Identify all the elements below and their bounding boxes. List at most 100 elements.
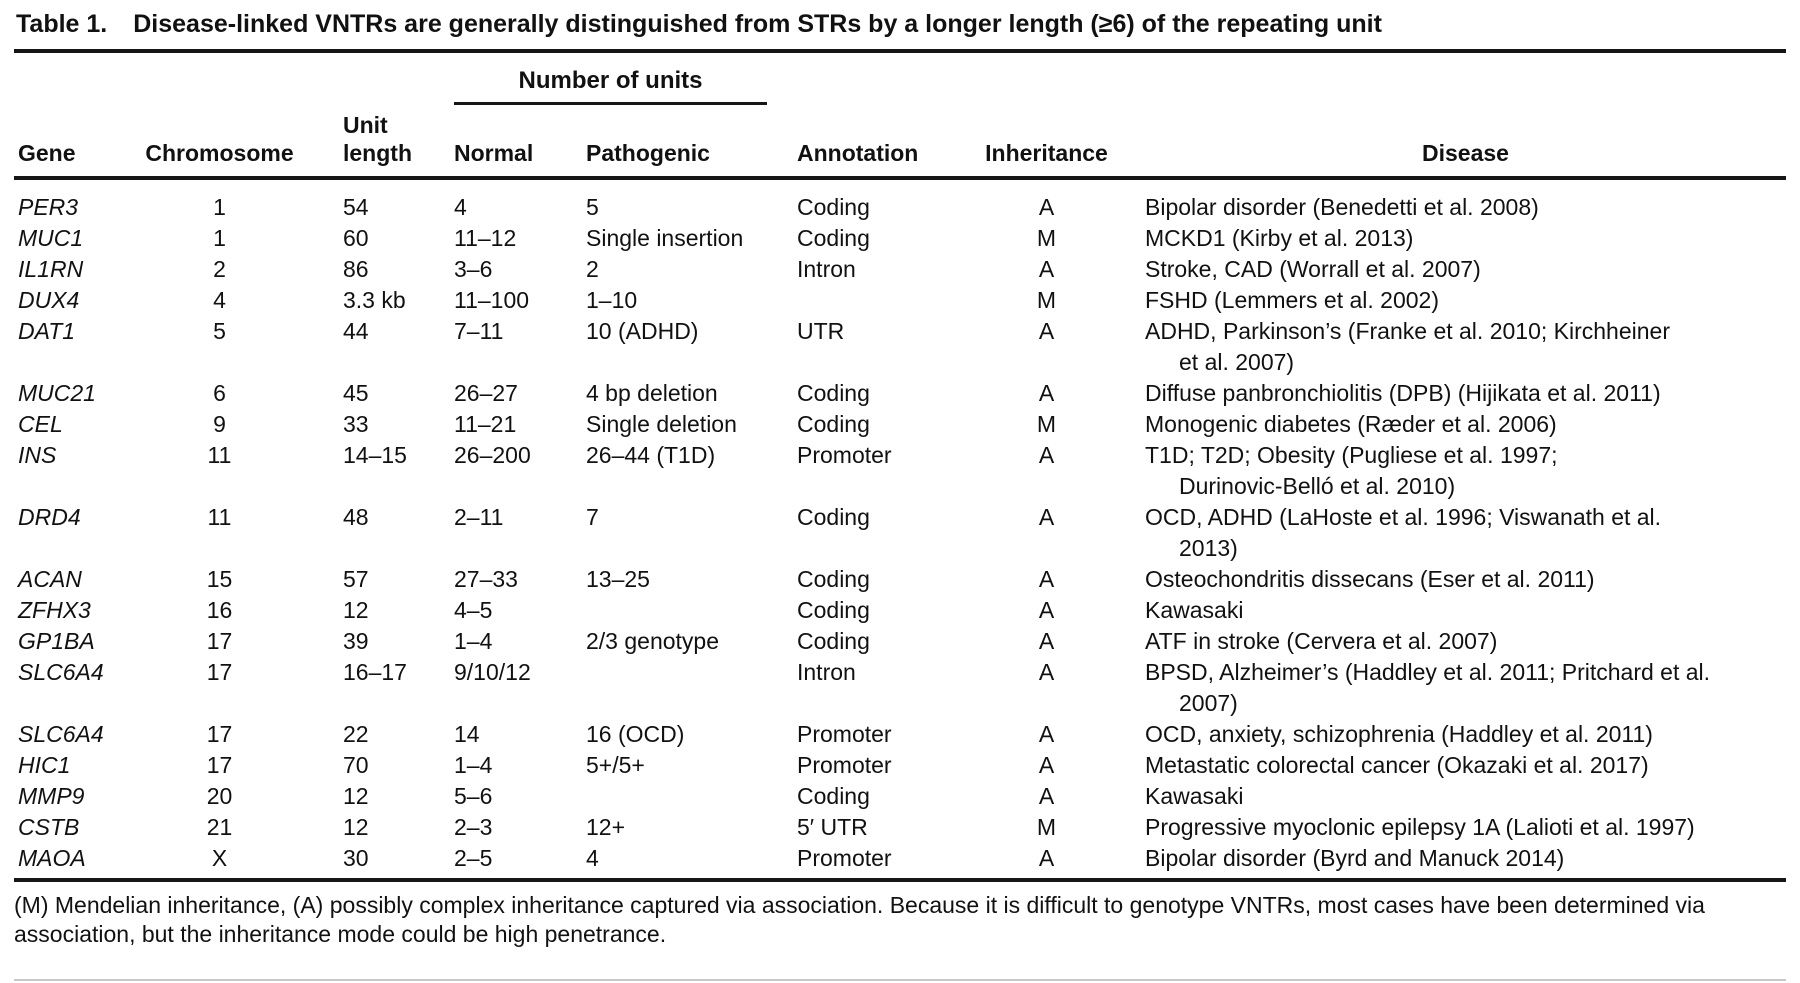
table-row: INS 11 14–15 26–200 26–44 (T1D) Promoter A T1D;… bbox=[14, 440, 1786, 502]
cell-gene: PER3 bbox=[18, 194, 79, 220]
cell-chromosome: 1 bbox=[213, 194, 226, 220]
col-header-annotation: Annotation bbox=[779, 105, 974, 180]
cell-gene: MMP9 bbox=[18, 783, 85, 809]
cell-annotation bbox=[779, 285, 974, 316]
disease-line: Kawasaki bbox=[1145, 597, 1244, 623]
table-row: GP1BA 17 39 1–4 2/3 genotype Coding A ATF in st… bbox=[14, 626, 1786, 657]
cell-normal: 3–6 bbox=[454, 256, 493, 282]
cell-inheritance: M bbox=[1036, 225, 1057, 251]
column-header-row: Gene Chromosome Unit length Normal Patho… bbox=[14, 105, 1786, 180]
disease-line: Diffuse panbronchiolitis (DPB) (Hijikata… bbox=[1145, 380, 1661, 406]
cell-disease: Bipolar disorder (Benedetti et al. 2008) bbox=[1119, 178, 1786, 223]
cell-inheritance: A bbox=[1038, 442, 1055, 468]
disease-line: T1D; T2D; Obesity (Pugliese et al. 1997; bbox=[1145, 442, 1558, 468]
cell-unit-length: 57 bbox=[343, 566, 369, 592]
cell-annotation: Coding bbox=[797, 566, 870, 592]
table-row: DUX4 4 3.3 kb 11–100 1–10 M FSHD (Lemmers et a… bbox=[14, 285, 1786, 316]
disease-line: Monogenic diabetes (Ræder et al. 2006) bbox=[1145, 411, 1557, 437]
disease-line: Osteochondritis dissecans (Eser et al. 2… bbox=[1145, 566, 1595, 592]
cell-inheritance: A bbox=[1038, 504, 1055, 530]
cell-normal: 1–4 bbox=[454, 628, 493, 654]
cell-pathogenic: 13–25 bbox=[586, 566, 650, 592]
cell-unit-length: 48 bbox=[343, 504, 369, 530]
col-header-disease: Disease bbox=[1119, 105, 1786, 180]
cell-unit-length: 39 bbox=[343, 628, 369, 654]
cell-inheritance: A bbox=[1038, 659, 1055, 685]
cell-chromosome: 9 bbox=[213, 411, 226, 437]
table-row: MMP9 20 12 5–6 Coding A Kawasaki bbox=[14, 781, 1786, 812]
disease-line: Progressive myoclonic epilepsy 1A (Lalio… bbox=[1145, 814, 1695, 840]
cell-gene: DUX4 bbox=[18, 287, 80, 313]
bottom-rule bbox=[14, 878, 1786, 882]
cell-chromosome: 2 bbox=[213, 256, 226, 282]
cell-pathogenic: Single deletion bbox=[586, 411, 737, 437]
cell-annotation: Intron bbox=[797, 659, 856, 685]
cell-annotation: Intron bbox=[797, 256, 856, 282]
cell-disease: Diffuse panbronchiolitis (DPB) (Hijikata… bbox=[1119, 378, 1786, 409]
cell-chromosome: 20 bbox=[206, 783, 233, 809]
disease-line: Bipolar disorder (Byrd and Manuck 2014) bbox=[1145, 845, 1565, 871]
cell-inheritance: M bbox=[1036, 287, 1057, 313]
cell-disease: Progressive myoclonic epilepsy 1A (Lalio… bbox=[1119, 812, 1786, 843]
cell-gene: SLC6A4 bbox=[18, 721, 104, 747]
cell-disease: MCKD1 (Kirby et al. 2013) bbox=[1119, 223, 1786, 254]
cell-unit-length: 44 bbox=[343, 318, 369, 344]
cell-chromosome: 17 bbox=[206, 752, 233, 778]
table-row: DAT1 5 44 7–11 10 (ADHD) UTR A ADHD, Parkinson’… bbox=[14, 316, 1786, 378]
spanner-heading: Number of units bbox=[454, 67, 767, 105]
cell-gene: ZFHX3 bbox=[18, 597, 91, 623]
table-row: ZFHX3 16 12 4–5 Coding A Kawasaki bbox=[14, 595, 1786, 626]
cell-chromosome: 11 bbox=[207, 504, 232, 530]
cell-unit-length: 60 bbox=[343, 225, 369, 251]
cell-chromosome: 15 bbox=[206, 566, 233, 592]
cell-disease: OCD, anxiety, schizophrenia (Haddley et … bbox=[1119, 719, 1786, 750]
disease-line: BPSD, Alzheimer’s (Haddley et al. 2011; … bbox=[1145, 659, 1711, 685]
cell-annotation: Coding bbox=[797, 380, 870, 406]
cell-annotation: Promoter bbox=[797, 845, 892, 871]
table-caption-title: Disease-linked VNTRs are generally disti… bbox=[133, 10, 1382, 38]
table-row: SLC6A4 17 22 14 16 (OCD) Promoter A OCD, anxiet… bbox=[14, 719, 1786, 750]
cell-gene: IL1RN bbox=[18, 256, 84, 282]
cell-disease: OCD, ADHD (LaHoste et al. 1996; Viswanat… bbox=[1119, 502, 1786, 564]
cell-normal: 2–5 bbox=[454, 845, 493, 871]
cell-inheritance: M bbox=[1036, 411, 1057, 437]
cell-normal: 4 bbox=[454, 194, 467, 220]
cell-unit-length: 12 bbox=[343, 783, 369, 809]
cell-inheritance: M bbox=[1036, 814, 1057, 840]
cell-inheritance: A bbox=[1038, 194, 1055, 220]
disease-line-continuation: 2007) bbox=[1179, 690, 1238, 716]
cell-chromosome: 21 bbox=[206, 814, 233, 840]
table-row: MUC21 6 45 26–27 4 bp deletion Coding A Diffuse… bbox=[14, 378, 1786, 409]
disease-line: ATF in stroke (Cervera et al. 2007) bbox=[1145, 628, 1498, 654]
cell-inheritance: A bbox=[1038, 318, 1055, 344]
table-row: HIC1 17 70 1–4 5+/5+ Promoter A Metastatic colo… bbox=[14, 750, 1786, 781]
cell-pathogenic: 2 bbox=[586, 256, 599, 282]
cell-normal: 2–11 bbox=[454, 504, 504, 530]
cell-disease: Stroke, CAD (Worrall et al. 2007) bbox=[1119, 254, 1786, 285]
cell-annotation: UTR bbox=[797, 318, 845, 344]
cell-pathogenic: Single insertion bbox=[586, 225, 744, 251]
cell-gene: DAT1 bbox=[18, 318, 76, 344]
table-row: PER3 1 54 4 5 Coding A Bipolar disorder (Benede… bbox=[14, 178, 1786, 223]
cell-gene: SLC6A4 bbox=[18, 659, 104, 685]
disease-line: Metastatic colorectal cancer (Okazaki et… bbox=[1145, 752, 1649, 778]
cell-inheritance: A bbox=[1038, 628, 1055, 654]
disease-line-continuation: Durinovic-Belló et al. 2010) bbox=[1179, 473, 1456, 499]
table-row: DRD4 11 48 2–11 7 Coding A OCD, ADHD (LaHoste e… bbox=[14, 502, 1786, 564]
cell-chromosome: 4 bbox=[213, 287, 226, 313]
table-caption: Table 1. Disease-linked VNTRs are general… bbox=[14, 8, 1786, 49]
cell-chromosome: X bbox=[211, 845, 228, 871]
cell-unit-length: 54 bbox=[343, 194, 369, 220]
table-row: SLC6A4 17 16–17 9/10/12 Intron A BPSD, Alzheim… bbox=[14, 657, 1786, 719]
table-body: PER3 1 54 4 5 Coding A Bipolar disorder (Benede… bbox=[14, 178, 1786, 874]
cell-chromosome: 6 bbox=[213, 380, 226, 406]
page-bottom-line bbox=[14, 979, 1786, 981]
cell-inheritance: A bbox=[1038, 721, 1055, 747]
col-header-unit-length: Unit length bbox=[307, 105, 452, 180]
cell-pathogenic: 5 bbox=[586, 194, 599, 220]
cell-annotation: Coding bbox=[797, 411, 870, 437]
disease-line-continuation: et al. 2007) bbox=[1179, 349, 1295, 375]
disease-line: MCKD1 (Kirby et al. 2013) bbox=[1145, 225, 1414, 251]
spanner-spacer-left bbox=[14, 53, 452, 105]
